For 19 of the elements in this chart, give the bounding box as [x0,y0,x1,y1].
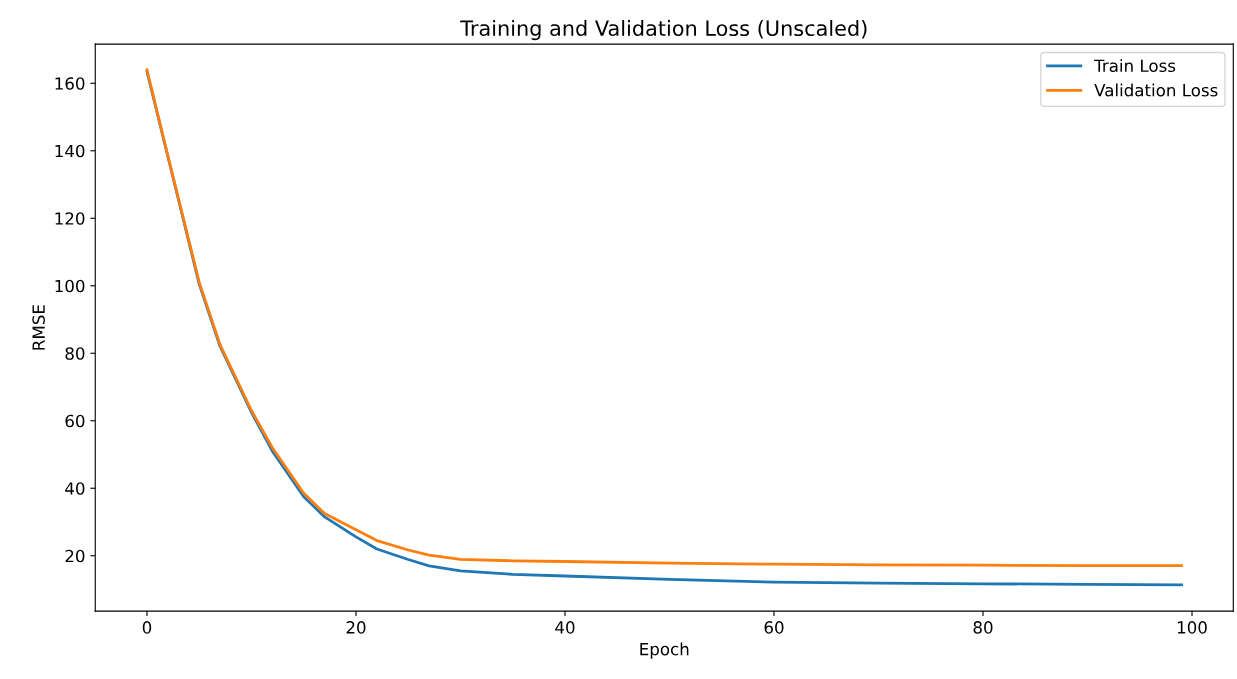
x-tick-label: 40 [555,621,575,634]
x-tick-label: 80 [973,621,993,634]
y-tick-label: 20 [65,549,85,563]
x-tick-label: 100 [1177,621,1207,634]
y-tick-label: 80 [65,347,85,360]
y-axis-title: RMSE [32,305,45,350]
x-tick-label: 60 [764,621,784,634]
y-tick-label: 140 [55,144,85,158]
x-axis-title: Epoch [640,642,689,659]
legend-label: Validation Loss [1094,83,1218,97]
y-tick-label: 60 [65,414,85,428]
x-tick-label: 0 [142,621,152,634]
y-tick-label: 120 [55,212,85,225]
x-tick-label: 20 [346,621,366,634]
y-tick-label: 100 [55,279,85,293]
y-tick-label: 40 [65,482,85,495]
chart-title: Training and Validation Loss (Unscaled) [460,19,867,41]
y-tick-label: 160 [55,77,85,90]
legend-label: Train Loss [1094,59,1176,73]
